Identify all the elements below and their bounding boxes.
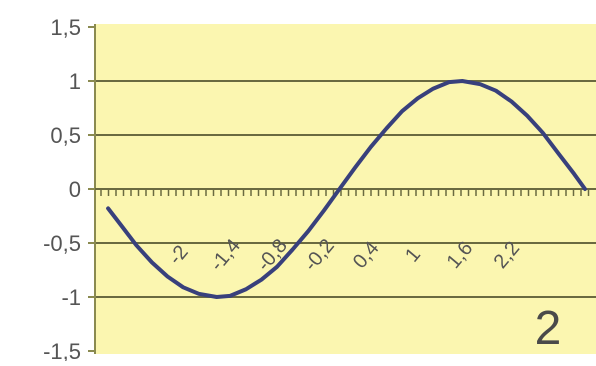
series-layer (106, 79, 587, 299)
chart-annotation: 2 (535, 302, 562, 355)
y-tick-label: -0,5 (43, 231, 81, 256)
y-tick-label: -1 (61, 285, 81, 310)
y-tick-label: 0 (69, 177, 81, 202)
y-tick-label: -1,5 (43, 339, 81, 361)
y-tick-label: 1 (69, 69, 81, 94)
axes (88, 24, 596, 354)
series-line (106, 79, 587, 299)
y-tick-label: 0,5 (50, 123, 81, 148)
grid-lines (95, 80, 596, 298)
y-tick-label: 1,5 (50, 15, 81, 40)
